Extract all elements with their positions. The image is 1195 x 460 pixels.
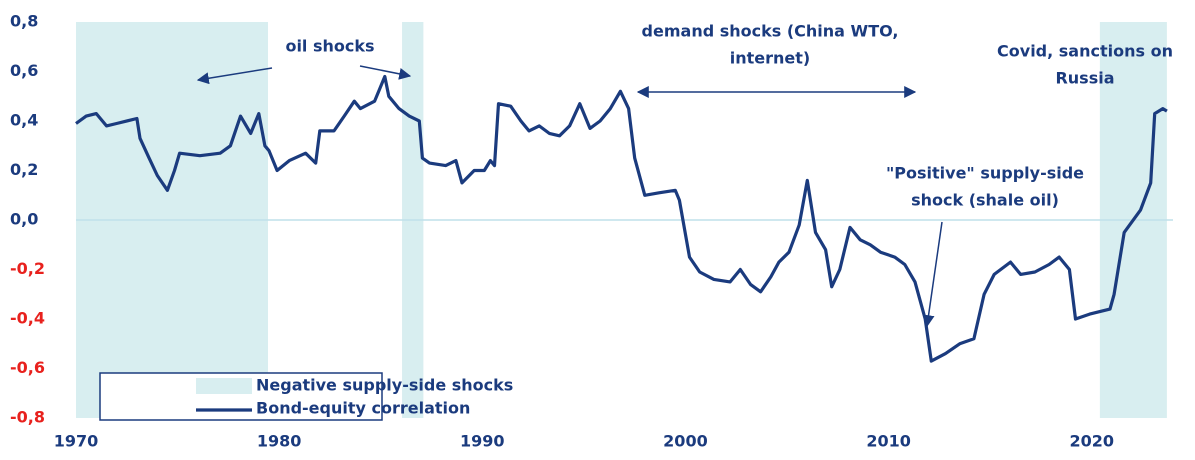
annotation: "Positive" supply-side [886,164,1084,183]
arrows [196,65,943,328]
y-tick-label: -0,4 [10,309,45,328]
legend-label: Negative supply-side shocks [256,376,513,395]
arrow [359,65,412,80]
x-tick-label: 2020 [1069,432,1114,451]
y-tick-label: 0,4 [10,111,38,130]
y-tick-label: -0,2 [10,259,45,278]
annotation: Russia [1055,69,1114,88]
annotation: oil shocks [285,37,374,56]
y-tick-label: 0,0 [10,210,38,229]
x-tick-label: 2000 [663,432,708,451]
annotation: demand shocks (China WTO, [642,22,899,41]
x-tick-label: 1990 [460,432,505,451]
annotation: internet) [730,49,810,68]
arrow [922,221,943,328]
y-tick-label: -0,8 [10,408,45,427]
y-tick-label: 0,8 [10,12,38,31]
x-tick-label: 2010 [866,432,911,451]
legend-label: Bond-equity correlation [256,399,470,418]
y-tick-label: -0,6 [10,358,45,377]
arrow [196,67,273,85]
series-line [75,74,1168,363]
x-tick-label: 1970 [54,432,99,451]
y-tick-label: 0,6 [10,61,38,80]
legend-swatch [196,378,252,394]
annotation: shock (shale oil) [911,191,1059,210]
x-tick-label: 1980 [257,432,302,451]
annotation: Covid, sanctions on [997,42,1173,61]
y-tick-label: 0,2 [10,160,38,179]
